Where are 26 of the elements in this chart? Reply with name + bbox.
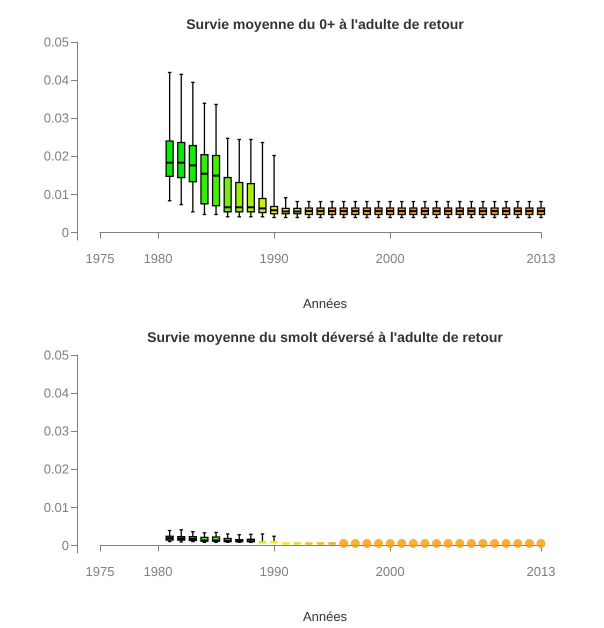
x-tick-label: 1975 [86, 251, 114, 266]
x-tick-label: 2000 [376, 564, 405, 579]
y-tick-label: 0.04 [44, 72, 69, 88]
x-tick-label: 1975 [86, 564, 114, 579]
x-axis-title: Années [302, 296, 348, 311]
y-tick-label: 0.05 [44, 34, 69, 50]
chart-title: Survie moyenne du smolt déversé à l'adulte de retour [147, 329, 504, 345]
x-tick-label: 2000 [376, 251, 405, 266]
y-tick-label: 0 [62, 224, 69, 240]
x-tick-label: 2013 [526, 251, 556, 266]
x-tick-label: 1990 [260, 251, 289, 266]
y-tick-label: 0 [62, 538, 69, 553]
y-tick-label: 0.02 [44, 148, 69, 164]
chart-title: Survie moyenne du 0+ à l'adulte de retour [186, 16, 464, 32]
y-tick-label: 0.04 [44, 386, 69, 401]
y-tick-label: 0.03 [44, 110, 69, 126]
x-tick-label: 2013 [526, 564, 556, 579]
x-axis-title: Années [302, 609, 348, 624]
x-tick-label: 1990 [260, 564, 289, 579]
y-tick-label: 0.01 [44, 186, 69, 202]
x-tick-label: 1980 [144, 251, 172, 266]
x-tick-label: 1980 [144, 564, 172, 579]
y-tick-label: 0.03 [44, 424, 69, 439]
y-tick-label: 0.02 [44, 462, 69, 477]
y-tick-label: 0.01 [44, 500, 69, 515]
y-tick-label: 0.05 [44, 348, 69, 362]
